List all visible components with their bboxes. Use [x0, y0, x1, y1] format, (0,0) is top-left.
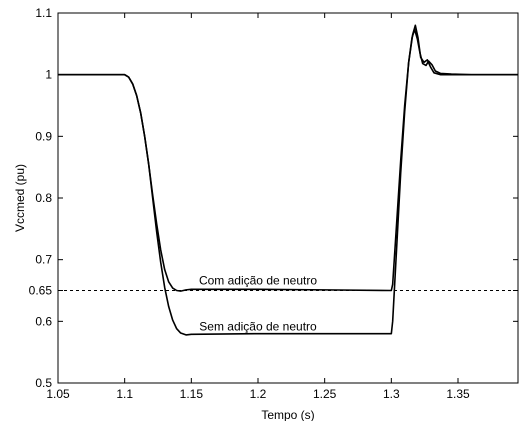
annotations-group: Com adição de neutro Sem adição de neutro [199, 273, 317, 333]
y-tick-label: 1 [45, 68, 52, 82]
y-tick-label: 1.1 [35, 6, 52, 20]
annotation-label-2: Sem adição de neutro [199, 320, 317, 334]
y-tick-label: 0.65 [29, 284, 53, 298]
x-tick-label: 1.05 [46, 387, 70, 401]
x-axis-label: Tempo (s) [261, 408, 314, 421]
y-tick-label: 0.5 [35, 376, 52, 390]
x-tick-label: 1.35 [446, 387, 470, 401]
annotation-label-1: Com adição de neutro [199, 273, 317, 287]
x-tick-label: 1.1 [116, 387, 133, 401]
series-line-1 [58, 28, 518, 292]
x-tick-label: 1.15 [180, 387, 204, 401]
x-tick-label: 1.2 [250, 387, 267, 401]
series-line-2 [58, 24, 518, 336]
series-group [58, 24, 518, 336]
y-tick-label: 0.8 [35, 191, 52, 205]
y-tick-label: 0.6 [35, 314, 52, 328]
y-tick-label: 0.9 [35, 129, 52, 143]
y-axis-label: Vccmed (pu) [13, 164, 27, 232]
ticks-group: 1.05 1.1 1.15 1.2 1.25 1.3 1.35 0.5 0.6 0.65 0.7 0.… [29, 6, 518, 401]
y-tick-label: 0.7 [35, 253, 52, 267]
x-tick-label: 1.3 [383, 387, 400, 401]
plot-frame [57, 12, 519, 384]
x-tick-label: 1.25 [313, 387, 337, 401]
